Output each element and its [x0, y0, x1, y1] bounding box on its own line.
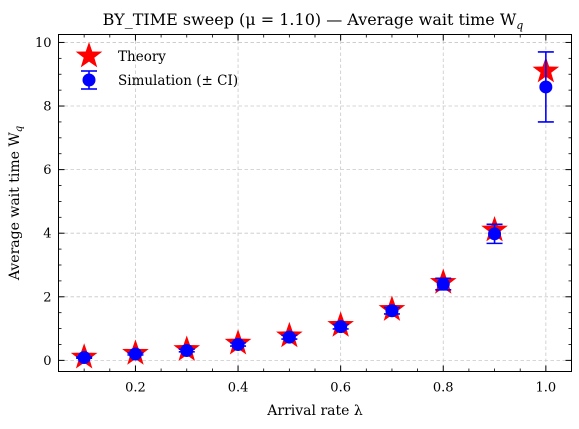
simulation-point — [282, 330, 296, 344]
legend-theory-label: Theory — [118, 49, 166, 65]
y-tick-label: 2 — [43, 290, 51, 305]
legend-simulation-label: Simulation (± CI) — [118, 73, 238, 89]
y-axis-label-subscript: q — [14, 126, 25, 132]
legend: Theory Simulation (± CI) — [75, 42, 238, 90]
x-tick-label: 0.8 — [433, 381, 454, 396]
plot-series — [70, 51, 560, 369]
simulation-point — [180, 344, 194, 358]
x-tick-label: 1.0 — [536, 381, 557, 396]
x-tick-label: 0.4 — [228, 381, 249, 396]
simulation-point — [488, 227, 502, 241]
simulation-point — [334, 320, 348, 334]
legend-simulation-marker — [81, 70, 97, 90]
y-tick-label: 8 — [43, 100, 51, 115]
x-tick-label: 0.2 — [125, 381, 146, 396]
y-tick-label: 0 — [43, 354, 51, 369]
simulation-point — [539, 80, 553, 94]
simulation-point — [128, 347, 142, 361]
simulation-point — [231, 337, 245, 351]
y-tick-label: 4 — [43, 227, 51, 242]
simulation-point — [385, 304, 399, 318]
x-axis-label: Arrival rate λ — [266, 403, 363, 419]
chart-title-subscript: q — [516, 19, 523, 32]
x-tick-label: 0.6 — [330, 381, 351, 396]
y-tick-label: 10 — [35, 36, 52, 51]
y-tick-label: 6 — [43, 163, 51, 178]
axis-ticks: 0.2 0.4 0.6 0.8 1.0 0 2 4 6 8 10 — [35, 34, 572, 396]
y-axis-label: Average wait time Wq — [7, 126, 25, 281]
legend-theory-marker — [75, 42, 103, 68]
chart-title: BY_TIME sweep (μ = 1.10) — Average wait … — [103, 10, 524, 32]
simulation-point — [77, 351, 91, 365]
grid — [58, 34, 572, 372]
simulation-point — [436, 277, 450, 291]
